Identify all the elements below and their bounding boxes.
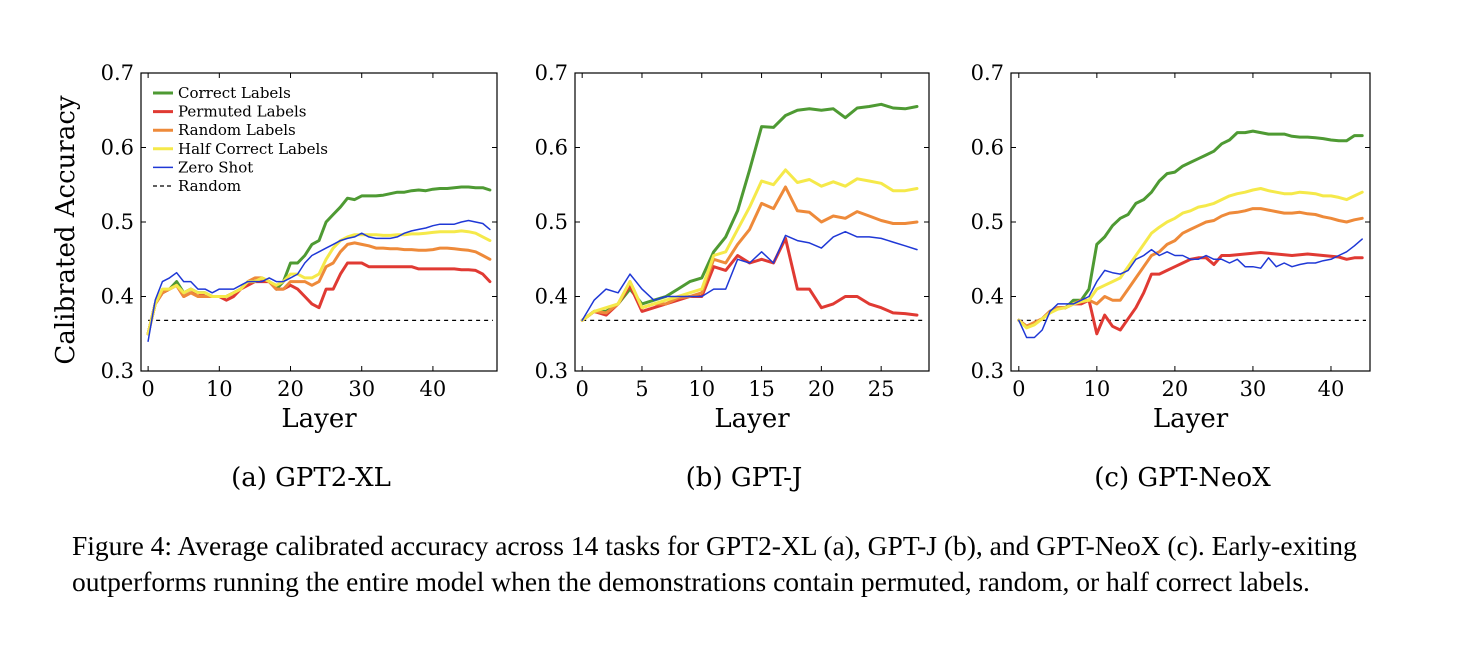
series-line-zero-shot	[147, 219, 491, 342]
x-tick-label: 30	[1240, 377, 1267, 401]
y-tick-label: 0.5	[101, 210, 134, 234]
y-tick-label: 0.4	[535, 285, 568, 309]
x-tick-label: 10	[206, 377, 233, 401]
x-tick-label: 0	[1012, 377, 1025, 401]
y-axis-label: Calibrated Accuracy	[51, 95, 81, 364]
legend-label-half-correct-labels: Half Correct Labels	[178, 140, 328, 158]
y-tick-label: 0.7	[101, 61, 134, 85]
series-line-permuted-labels	[580, 236, 919, 322]
y-tick-label: 0.4	[971, 285, 1004, 309]
x-tick-label: 0	[141, 377, 154, 401]
panel-subcaption: (a) GPT2-XL	[231, 463, 391, 493]
figure: 0.3 0.4 0.5 0.6 0.7 0 10 20 30 40 Layer Calibrated …	[51, 61, 1371, 493]
plot-frame	[1010, 72, 1371, 372]
series-line-half-correct-labels	[580, 168, 919, 322]
x-tick-label: 30	[348, 377, 375, 401]
legend-label-correct-labels: Correct Labels	[178, 84, 291, 102]
x-tick-label: 40	[420, 377, 447, 401]
x-tick-label: 20	[1162, 377, 1189, 401]
y-tick-label: 0.6	[971, 136, 1004, 160]
x-tick-label: 20	[277, 377, 304, 401]
legend-label-random-labels: Random Labels	[178, 121, 296, 139]
y-tick-label: 0.6	[101, 136, 134, 160]
legend-label-random: Random	[178, 177, 241, 195]
x-tick-label: 20	[808, 377, 835, 401]
series-line-zero-shot	[1018, 238, 1363, 339]
x-tick-label: 15	[748, 377, 775, 401]
panel-subcaption: (c) GPT-NeoX	[1094, 463, 1271, 493]
series-line-permuted-labels	[1017, 251, 1364, 336]
figure-caption: Figure 4: Average calibrated accuracy ac…	[72, 530, 1357, 597]
legend-label-zero-shot: Zero Shot	[178, 158, 253, 176]
y-tick-label: 0.3	[971, 359, 1004, 383]
series-line-half-correct-labels	[146, 229, 492, 336]
x-axis-label: Layer	[1153, 404, 1229, 434]
chart-panel-3: 0.3 0.4 0.5 0.6 0.7 0 10 20 30 40 Layer (c) GPT-Neo…	[971, 61, 1371, 493]
y-tick-label: 0.7	[535, 61, 568, 85]
y-tick-label: 0.7	[971, 61, 1004, 85]
x-tick-label: 0	[575, 377, 588, 401]
y-tick-label: 0.3	[535, 359, 568, 383]
y-tick-label: 0.4	[101, 285, 134, 309]
legend-label-permuted-labels: Permuted Labels	[178, 103, 307, 121]
y-tick-label: 0.6	[535, 136, 568, 160]
series-line-zero-shot	[581, 230, 918, 322]
x-tick-label: 10	[688, 377, 715, 401]
panel-subcaption: (b) GPT-J	[686, 463, 803, 493]
x-tick-label: 10	[1083, 377, 1110, 401]
series-line-random-labels	[146, 241, 492, 336]
series-line-random-labels	[1017, 207, 1364, 328]
chart-panel-1: 0.3 0.4 0.5 0.6 0.7 0 10 20 30 40 Layer Calibrated …	[51, 61, 498, 493]
y-tick-label: 0.3	[101, 359, 134, 383]
series-line-correct-labels	[1017, 129, 1364, 328]
x-tick-label: 25	[868, 377, 895, 401]
x-axis-label: Layer	[281, 404, 357, 434]
y-tick-label: 0.5	[971, 210, 1004, 234]
x-tick-label: 5	[635, 377, 648, 401]
y-tick-label: 0.5	[535, 210, 568, 234]
chart-panel-2: 0.3 0.4 0.5 0.6 0.7 0 5 10 15 20 25 Layer (b) GPT-J	[535, 61, 930, 493]
x-tick-label: 40	[1318, 377, 1345, 401]
series-line-correct-labels	[146, 185, 492, 336]
x-axis-label: Layer	[714, 404, 790, 434]
